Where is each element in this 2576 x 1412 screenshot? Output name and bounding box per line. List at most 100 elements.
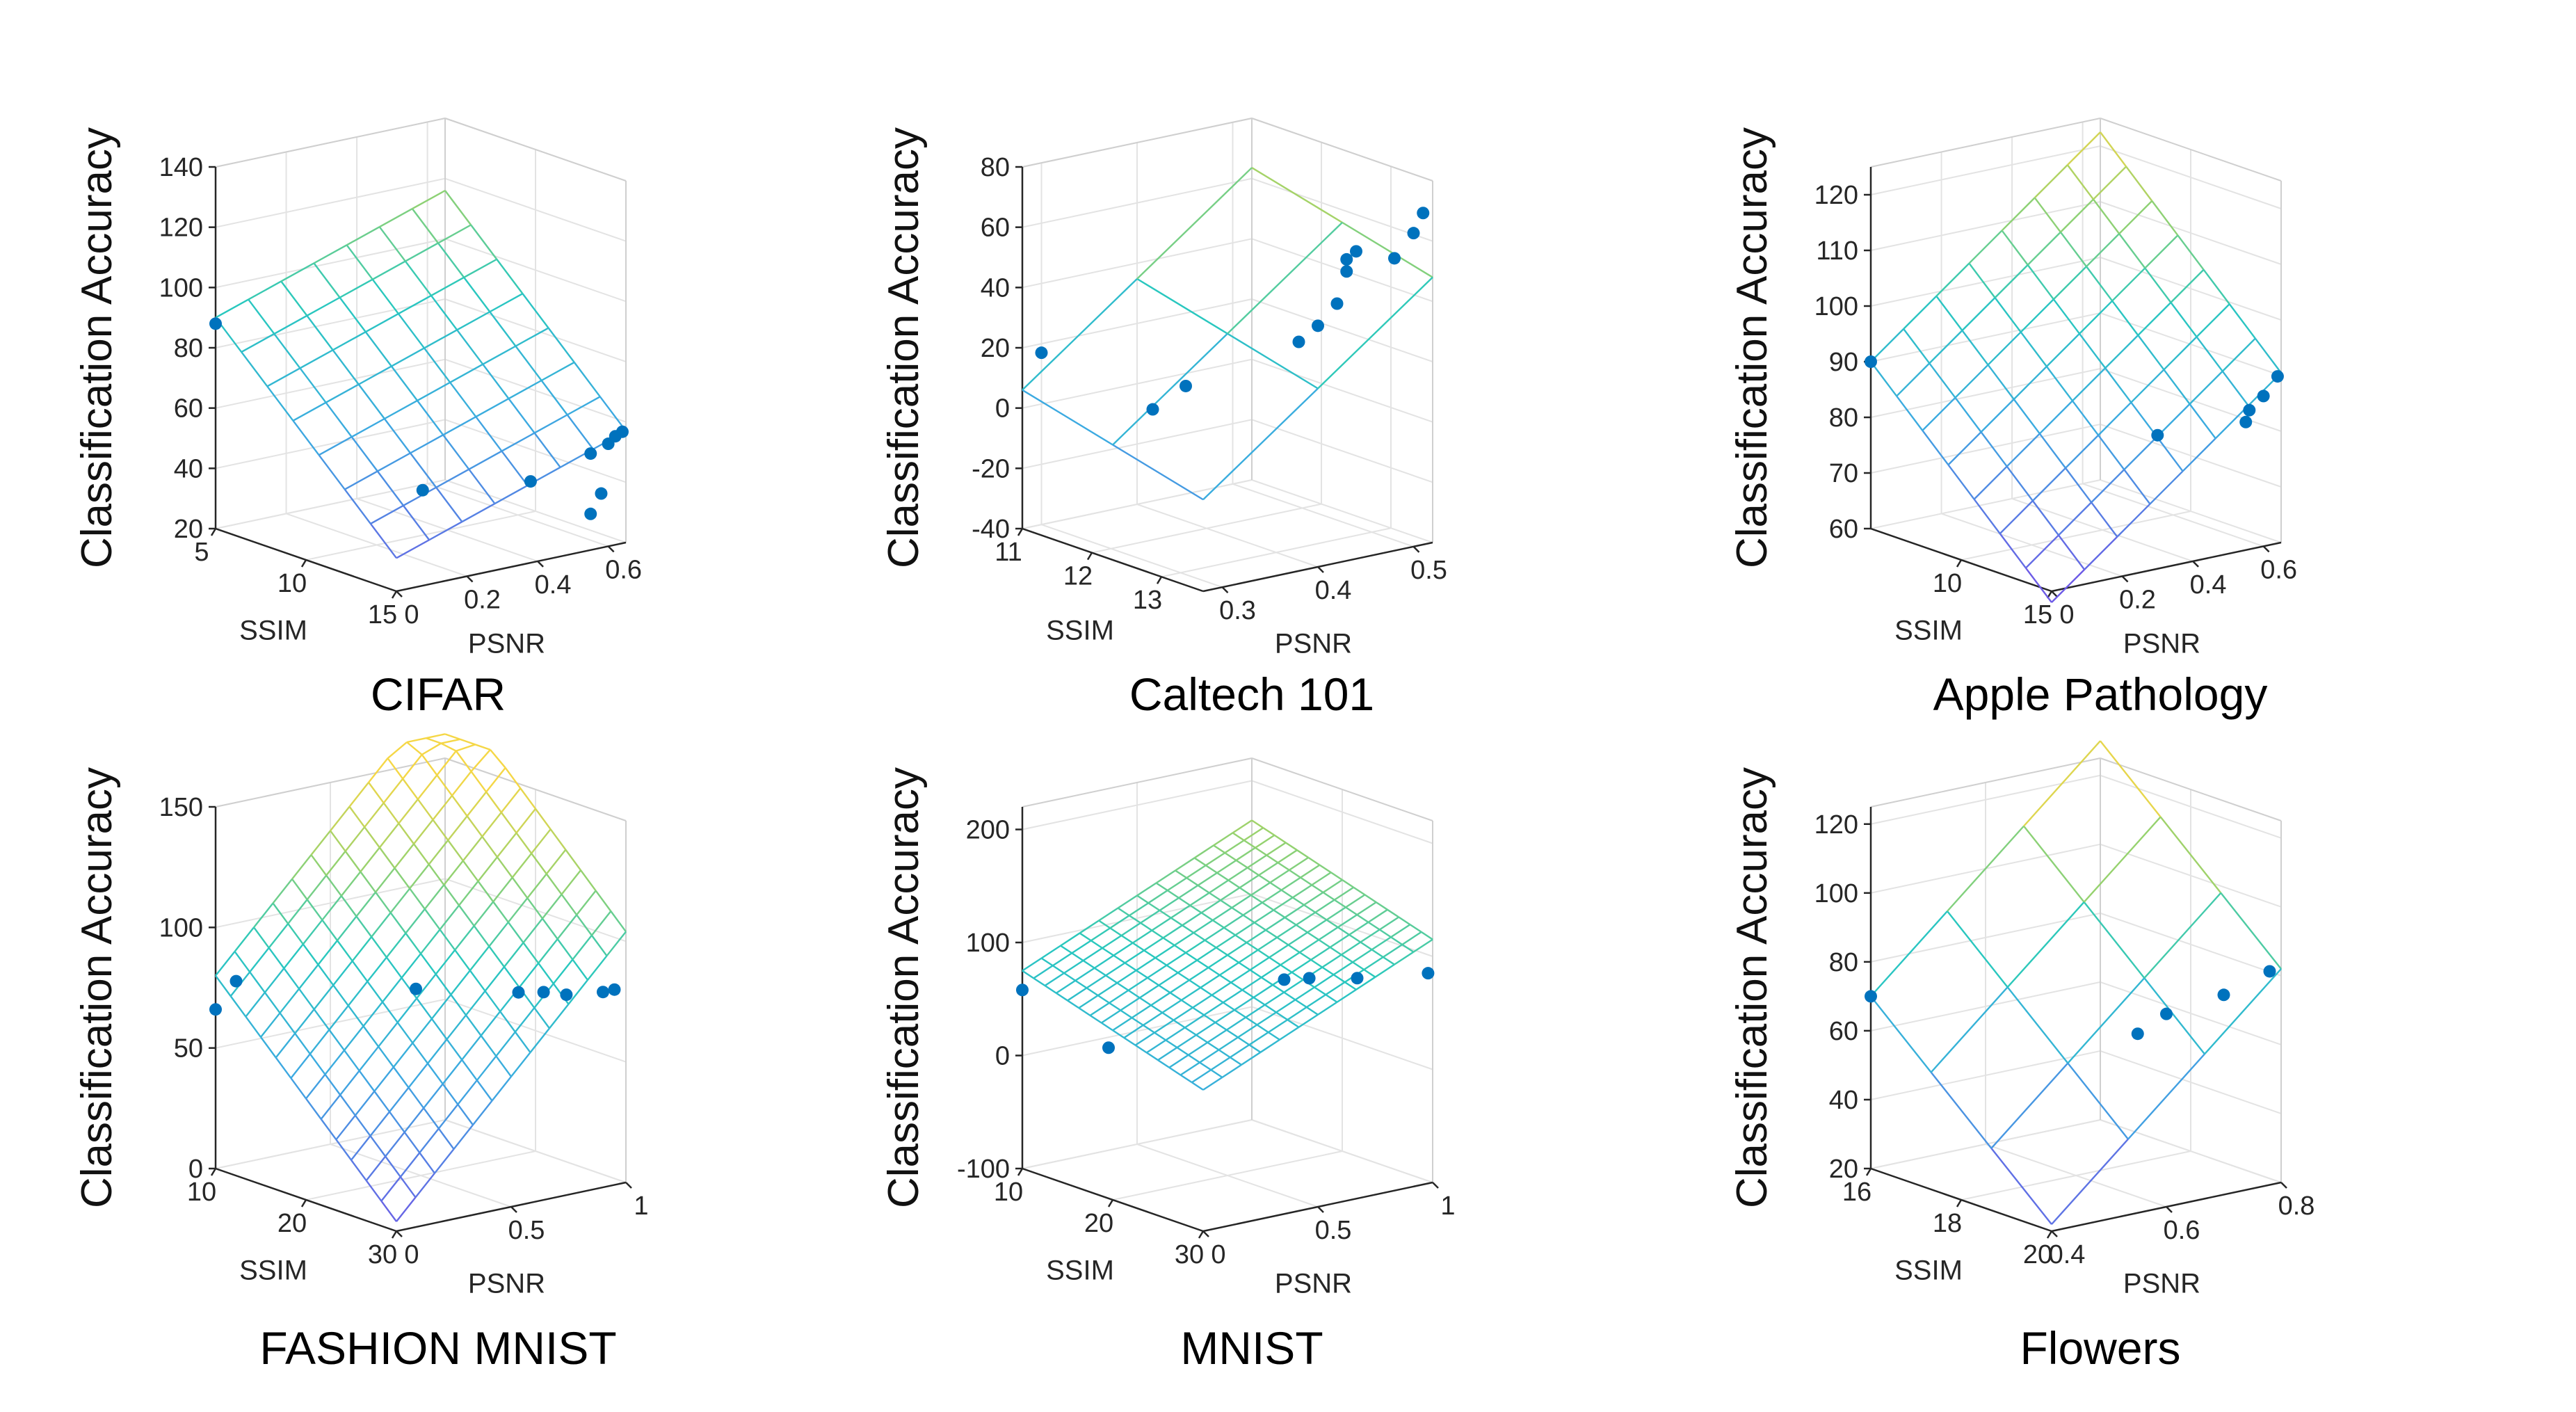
x-axis-label: SSIM (239, 1255, 307, 1286)
plane-mesh-segment (2065, 434, 2099, 469)
plane-mesh-segment (1216, 947, 1228, 956)
plane-mesh-segment (1227, 332, 1319, 390)
plane-mesh-segment (1870, 361, 1898, 397)
plane-mesh-segment (1159, 897, 1180, 911)
plane-mesh-segment (302, 919, 323, 945)
plane-mesh-segment (392, 1042, 414, 1068)
plane-mesh-segment (1242, 901, 1263, 916)
plane-mesh-segment (283, 968, 300, 990)
z-tick-label: 200 (966, 816, 1010, 845)
plane-mesh-segment (1090, 927, 1111, 942)
plane-mesh-segment (474, 744, 491, 751)
plane-mesh-segment (531, 828, 552, 854)
plane-mesh-segment (1185, 939, 1206, 954)
ygrid-line (1136, 504, 1319, 568)
xgrid-line (1961, 511, 2191, 561)
y-axis (2051, 541, 2282, 593)
x-tick-label: 10 (994, 1178, 1023, 1207)
plane-mesh-segment (1287, 931, 1308, 946)
plane-mesh-segment (1870, 910, 1948, 997)
plane-mesh-segment (432, 819, 449, 841)
plane-mesh-segment (2091, 502, 2118, 538)
plane-mesh-segment (1170, 904, 1191, 919)
plane-mesh-segment (378, 823, 400, 849)
plane-mesh-segment (1329, 933, 1350, 948)
plane-mesh-segment (2130, 369, 2165, 403)
plane-mesh-segment (1277, 862, 1290, 871)
plane-mesh-segment (2020, 331, 2047, 367)
plane-mesh-segment (417, 400, 444, 436)
ygrid-line (1041, 524, 1223, 588)
plane-mesh-segment (1277, 849, 1298, 864)
plane-mesh-segment (435, 487, 463, 522)
plane-mesh-segment (1094, 954, 1114, 969)
plane-mesh-segment (340, 871, 362, 897)
plane-mesh-segment (1226, 1016, 1246, 1031)
plane-mesh-segment (520, 787, 536, 810)
plane-mesh-segment (1241, 977, 1262, 991)
plane-mesh-segment (511, 853, 533, 879)
plane-mesh-segment (1318, 939, 1331, 948)
plane-mesh-segment (2023, 825, 2085, 903)
data-point (2271, 370, 2284, 383)
plane-mesh-segment (1265, 929, 1278, 938)
plane-mesh-segment (567, 396, 601, 416)
z-tick-label: 80 (1829, 403, 1858, 433)
plane-mesh-segment (1235, 847, 1256, 861)
plane-mesh-segment (1276, 924, 1297, 938)
plane-mesh-segment (313, 1009, 330, 1031)
z-tick-label: 100 (1814, 879, 1858, 908)
plane-mesh-segment (457, 1080, 478, 1105)
plane-mesh-segment (1109, 927, 1122, 936)
plane-mesh-segment (2125, 166, 2153, 202)
plane-mesh-segment (348, 782, 369, 808)
data-point (2239, 415, 2253, 428)
data-point (209, 317, 222, 330)
plane-mesh-segment (1146, 1052, 1159, 1061)
data-point (416, 483, 429, 497)
plane-mesh-segment (1255, 847, 1267, 856)
x-tick-label: 10 (277, 569, 307, 598)
plane-mesh-segment (1203, 1014, 1216, 1024)
plane-mesh-segment (1325, 994, 1338, 1003)
plane-mesh-segment (413, 819, 434, 845)
plane-mesh-segment (2118, 200, 2153, 234)
plane-mesh-segment (280, 280, 308, 316)
y-axis-label: PSNR (2123, 1269, 2200, 1299)
plane-mesh-segment (1131, 1004, 1152, 1019)
y-tick-label: 0.4 (2049, 1240, 2086, 1269)
plane-mesh-segment (2013, 399, 2040, 435)
plane-mesh-segment (1056, 979, 1076, 994)
box-edge (215, 757, 446, 808)
plane-mesh-segment (403, 1132, 421, 1153)
plane-mesh-segment (1364, 894, 1377, 904)
plane-mesh-segment (1158, 984, 1171, 994)
plane-mesh-segment (470, 771, 488, 793)
plane-mesh-segment (1251, 167, 1343, 223)
plane-mesh-segment (428, 840, 449, 865)
plane-mesh-segment (1314, 899, 1335, 913)
plane-mesh-segment (1154, 1019, 1175, 1034)
plane-mesh-segment (371, 912, 392, 938)
plane-mesh-segment (339, 297, 367, 332)
plane-mesh-segment (1253, 984, 1273, 998)
plane-mesh-segment (440, 742, 457, 752)
plane-mesh-segment (299, 349, 334, 369)
data-point (595, 487, 608, 500)
plane-mesh-segment (1143, 1024, 1155, 1034)
plane-mesh-segment (435, 973, 452, 995)
y-tick (2192, 561, 2199, 568)
plane-mesh-segment (1173, 1006, 1193, 1021)
plane-mesh-segment (321, 895, 342, 921)
plane-mesh-segment (1193, 919, 1214, 934)
plane-mesh-segment (2086, 233, 2120, 267)
zgrid-line (215, 238, 446, 289)
plane-mesh-segment (1177, 972, 1190, 981)
plane-mesh-segment (1131, 1017, 1144, 1026)
plane-mesh-segment (1154, 957, 1168, 966)
plane-mesh-segment (358, 365, 392, 385)
plane-mesh-segment (1219, 961, 1239, 976)
z-axis-label: Classification Accuracy (880, 767, 928, 1208)
plane-mesh-segment (1930, 1071, 1993, 1149)
plane-mesh-segment (444, 733, 461, 740)
